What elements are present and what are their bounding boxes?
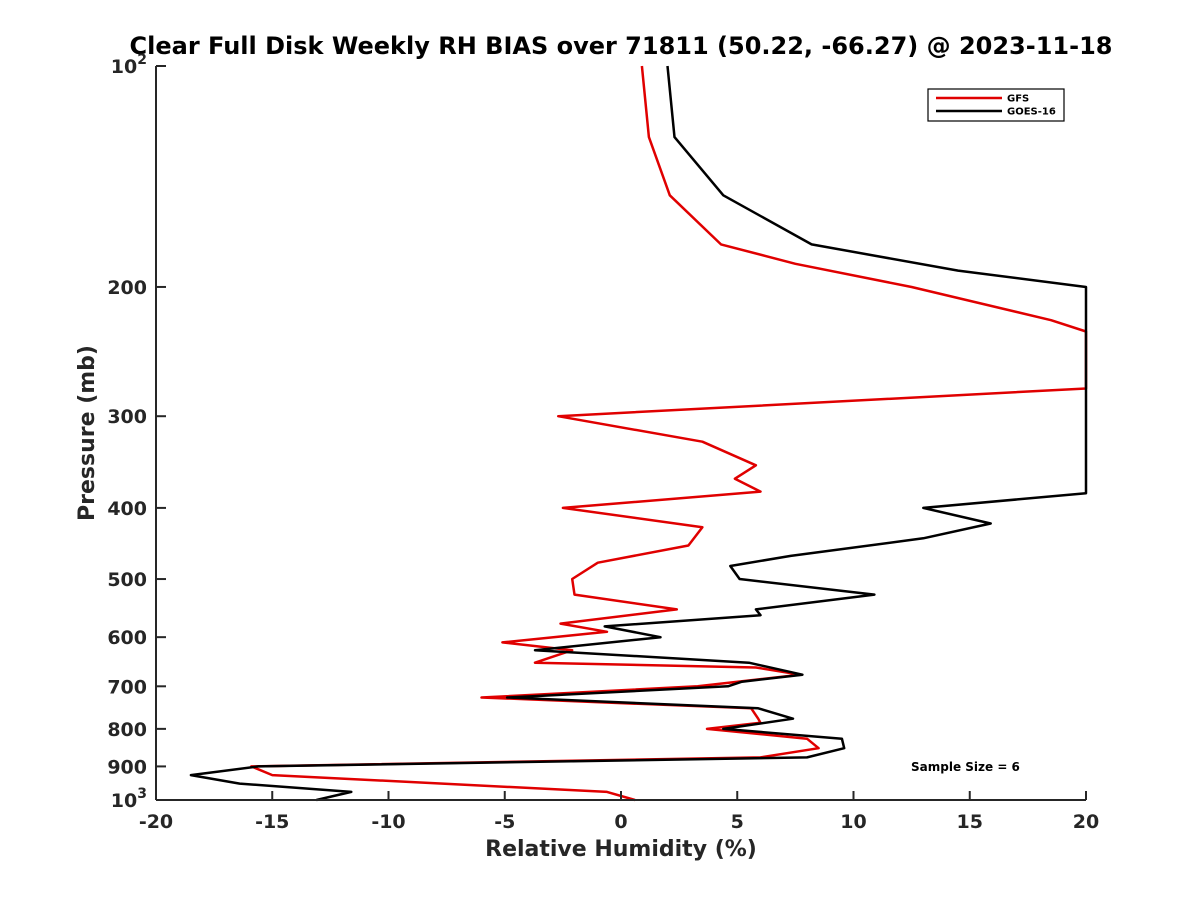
plot-area [189, 65, 1088, 802]
legend-box [927, 88, 1065, 122]
y-tick-label: 102 [111, 52, 147, 78]
y-tick-label: 200 [107, 277, 147, 299]
y-tick-base: 800 [107, 719, 147, 741]
x-tick-label: 0 [614, 811, 627, 833]
legend: GFS GOES-16 [927, 88, 1065, 122]
x-axis-label: Relative Humidity (%) [485, 837, 757, 862]
y-tick-base: 500 [107, 569, 147, 591]
y-tick-label: 500 [107, 569, 147, 591]
x-tick-label: 20 [1073, 811, 1099, 833]
x-tick-label: -15 [255, 811, 289, 833]
y-tick-label: 700 [107, 676, 147, 698]
x-tick-label: -5 [494, 811, 515, 833]
sample-size-annotation: Sample Size = 6 [911, 760, 1020, 774]
series-line-gfs [250, 65, 1088, 802]
x-tick-label: 10 [840, 811, 866, 833]
y-tick-base: 600 [107, 627, 147, 649]
y-tick-label: 900 [107, 756, 147, 778]
y-tick-exponent: 3 [137, 786, 147, 802]
x-tick-label: 5 [731, 811, 744, 833]
y-tick-label: 600 [107, 627, 147, 649]
legend-label-goes16: GOES-16 [1007, 107, 1056, 118]
x-tick-label: 15 [957, 811, 983, 833]
legend-label-gfs: GFS [1007, 94, 1029, 105]
y-tick-exponent: 2 [137, 52, 147, 68]
y-tick-label: 400 [107, 498, 147, 520]
x-tick-label: -20 [139, 811, 173, 833]
y-tick-base: 10 [111, 790, 137, 812]
y-tick-base: 10 [111, 56, 137, 78]
y-tick-base: 900 [107, 756, 147, 778]
x-tick-label: -10 [371, 811, 405, 833]
y-tick-base: 700 [107, 676, 147, 698]
y-tick-base: 400 [107, 498, 147, 520]
y-tick-label: 103 [111, 786, 147, 812]
y-tick-base: 200 [107, 277, 147, 299]
y-tick-label: 800 [107, 719, 147, 741]
chart-title: Clear Full Disk Weekly RH BIAS over 7181… [130, 32, 1113, 60]
y-tick-base: 300 [107, 406, 147, 428]
series-line-goes16 [189, 65, 1088, 802]
y-axis-label: Pressure (mb) [75, 345, 100, 521]
y-tick-label: 300 [107, 406, 147, 428]
x-axis-ticks: -20 -15 -10 -5 0 5 10 15 20 [139, 791, 1099, 833]
